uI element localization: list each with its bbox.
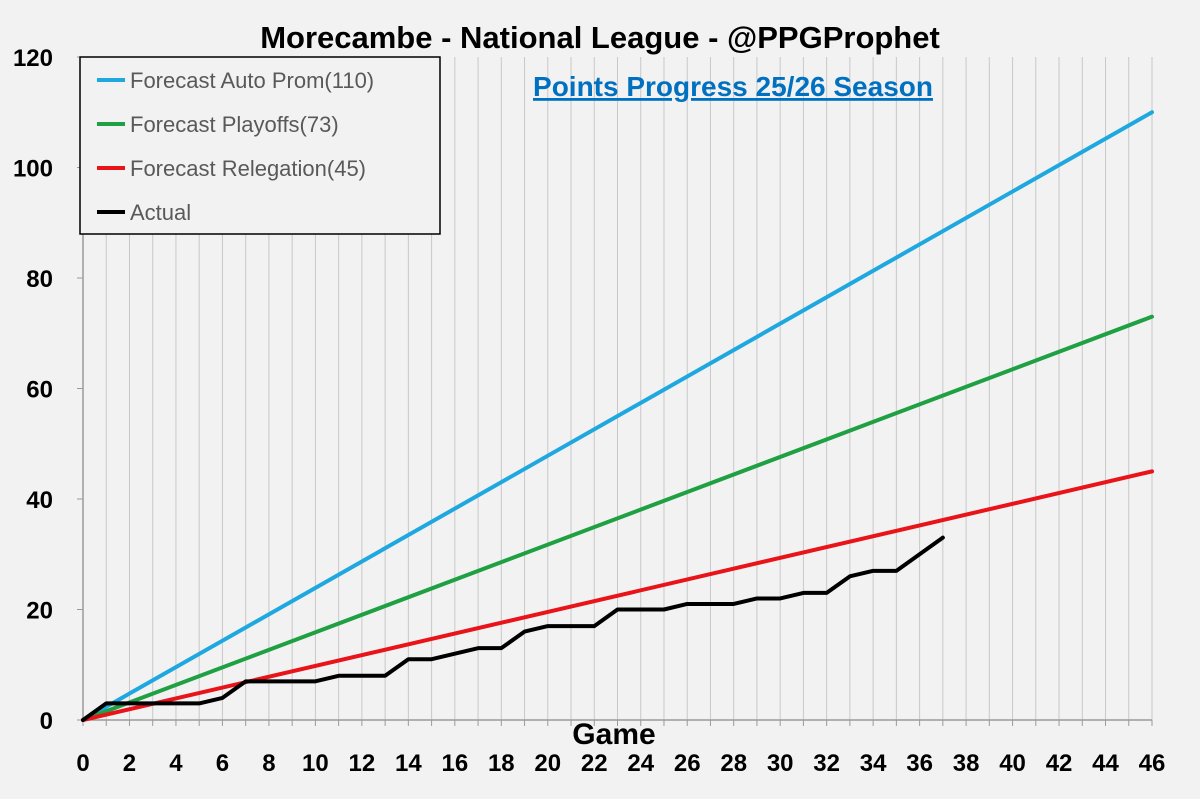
x-tick-label-24: 24 — [627, 750, 654, 777]
x-tick-label-18: 18 — [488, 750, 515, 777]
series-line-0 — [81, 110, 1154, 722]
y-tick-label-40: 40 — [26, 487, 53, 514]
x-tick-label-12: 12 — [349, 750, 376, 777]
x-tick-label-44: 44 — [1092, 750, 1119, 777]
x-tick-label-32: 32 — [813, 750, 840, 777]
x-tick-label-26: 26 — [674, 750, 701, 777]
series-lines — [81, 110, 1154, 722]
x-tick-label-10: 10 — [302, 750, 329, 777]
legend: Forecast Auto Prom(110) Forecast Playoffs… — [79, 56, 441, 235]
y-tick-label-100: 100 — [13, 156, 53, 183]
tick-labels: 0 2 4 6 8 10 12 14 16 18 20 22 24 26 28 30 32 34 36 38 40 42 4… — [13, 45, 1165, 777]
y-tick-label-60: 60 — [26, 377, 53, 404]
x-tick-label-40: 40 — [999, 750, 1026, 777]
x-tick-label-2: 2 — [123, 750, 136, 777]
legend-label-1: Forecast Playoffs(73) — [130, 112, 339, 137]
y-tick-label-80: 80 — [26, 266, 53, 293]
x-tick-label-20: 20 — [534, 750, 561, 777]
x-tick-label-4: 4 — [169, 750, 183, 777]
x-tick-label-28: 28 — [720, 750, 747, 777]
x-tick-label-36: 36 — [906, 750, 933, 777]
x-tick-label-16: 16 — [441, 750, 468, 777]
chart-title: Morecambe - National League - @PPGProphe… — [260, 20, 940, 55]
x-tick-label-6: 6 — [216, 750, 229, 777]
x-tick-label-42: 42 — [1046, 750, 1073, 777]
x-tick-label-0: 0 — [76, 750, 89, 777]
x-tick-label-22: 22 — [581, 750, 608, 777]
y-tick-label-20: 20 — [26, 598, 53, 625]
legend-label-2: Forecast Relegation(45) — [130, 156, 366, 181]
series-line-3 — [81, 535, 945, 722]
x-tick-label-46: 46 — [1139, 750, 1166, 777]
x-tick-label-30: 30 — [767, 750, 794, 777]
y-tick-label-120: 120 — [13, 45, 53, 72]
series-line-2 — [81, 469, 1154, 722]
x-tick-label-14: 14 — [395, 750, 422, 777]
series-line-1 — [81, 314, 1154, 722]
legend-label-0: Forecast Auto Prom(110) — [130, 68, 374, 93]
x-tick-label-34: 34 — [860, 750, 887, 777]
y-tick-label-0: 0 — [40, 708, 53, 735]
legend-label-3: Actual — [130, 200, 191, 225]
x-tick-label-38: 38 — [953, 750, 980, 777]
legend-box — [79, 56, 441, 235]
x-axis-label: Game — [572, 718, 655, 751]
x-tick-label-8: 8 — [262, 750, 275, 777]
chart-subtitle: Points Progress 25/26 Season — [533, 71, 933, 102]
